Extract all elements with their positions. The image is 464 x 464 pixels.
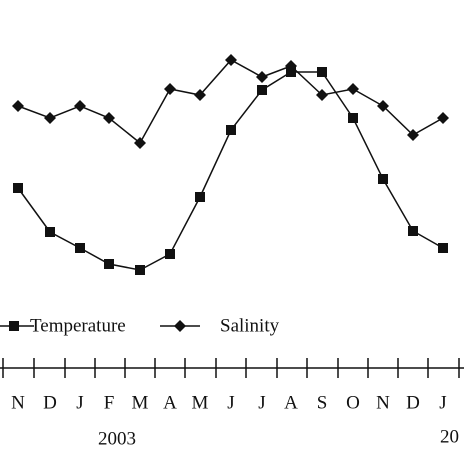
- x-tick-label: M: [192, 392, 209, 413]
- point: [407, 129, 419, 141]
- legend-marker: [174, 320, 186, 332]
- x-tick-label: N: [376, 392, 390, 413]
- point: [285, 60, 297, 72]
- point: [316, 89, 328, 101]
- x-tick-label: F: [104, 392, 115, 413]
- x-tick-label: A: [284, 392, 298, 413]
- legend-label: Salinity: [220, 315, 280, 336]
- point: [348, 113, 358, 123]
- point: [347, 83, 359, 95]
- legend: Temperature Salinity: [0, 315, 280, 336]
- series-line: [17, 71, 444, 271]
- point: [165, 249, 175, 259]
- point: [13, 183, 23, 193]
- x-tick-label: N: [11, 392, 25, 413]
- point: [226, 125, 236, 135]
- point: [195, 192, 205, 202]
- x-tick-label: M: [132, 392, 149, 413]
- point: [104, 259, 114, 269]
- point: [377, 100, 389, 112]
- point: [438, 243, 448, 253]
- point: [317, 67, 327, 77]
- x-tick-label: O: [346, 392, 360, 413]
- point: [45, 227, 55, 237]
- x-tick-label: D: [43, 392, 57, 413]
- point: [134, 137, 146, 149]
- year-label: 2003: [98, 428, 136, 449]
- point: [408, 226, 418, 236]
- year-label: 20: [440, 426, 459, 447]
- point: [194, 89, 206, 101]
- legend-marker: [9, 321, 19, 331]
- point: [135, 265, 145, 275]
- point: [378, 174, 388, 184]
- point: [44, 112, 56, 124]
- x-tick-label: J: [258, 392, 265, 413]
- point: [257, 85, 267, 95]
- point: [225, 54, 237, 66]
- point: [437, 112, 449, 124]
- x-tick-label: J: [76, 392, 83, 413]
- point: [256, 71, 268, 83]
- point: [103, 112, 115, 124]
- point: [75, 243, 85, 253]
- x-tick-label: S: [317, 392, 328, 413]
- point: [12, 100, 24, 112]
- x-tick-label: A: [163, 392, 177, 413]
- x-tick-label: J: [439, 392, 446, 413]
- x-tick-label: J: [227, 392, 234, 413]
- x-tick-label: D: [406, 392, 420, 413]
- point: [74, 100, 86, 112]
- point: [164, 83, 176, 95]
- legend-label: Temperature: [30, 315, 126, 336]
